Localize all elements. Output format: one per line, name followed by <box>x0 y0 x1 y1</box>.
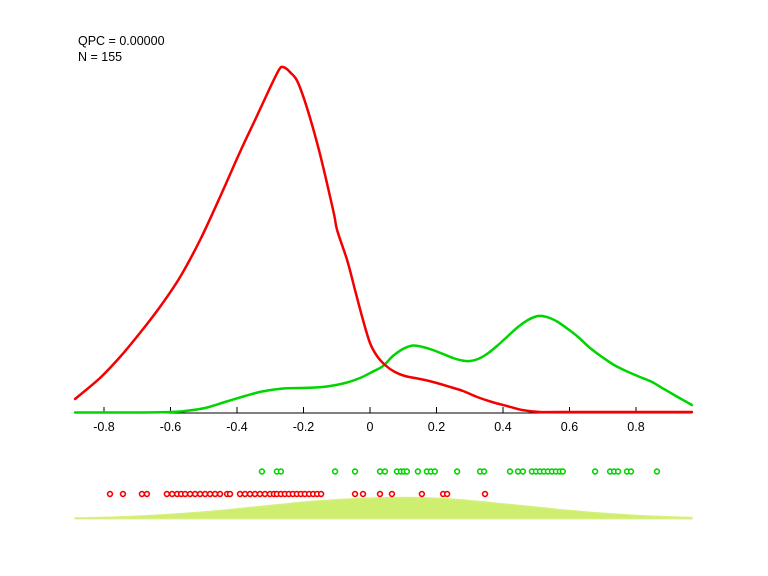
rug-dot-green <box>351 468 359 475</box>
rug-dot-green <box>381 468 389 475</box>
rug-dot-red <box>246 490 254 498</box>
x-tick-label: 0.6 <box>561 420 578 434</box>
rug-dot-green <box>414 468 422 475</box>
rug-dot-red <box>359 490 367 498</box>
rug-dot-green <box>519 468 527 475</box>
x-tick-label: 0.8 <box>627 420 644 434</box>
x-tick-label: -0.6 <box>160 420 182 434</box>
rug-dot-red <box>181 490 189 498</box>
rug-dot-red <box>241 490 249 498</box>
x-tick-label: 0.4 <box>494 420 511 434</box>
combined-density-fill <box>74 496 693 520</box>
rug-dot-green <box>431 468 439 475</box>
rug-dot-green <box>277 468 285 475</box>
rug-dot-red <box>211 490 219 498</box>
rug-dot-green <box>506 468 514 475</box>
rug-dot-green <box>559 468 567 475</box>
rug-dot-red <box>351 490 359 498</box>
x-tick-label: 0.2 <box>428 420 445 434</box>
rug-dot-red <box>138 490 146 498</box>
rug-dot-red <box>106 490 114 498</box>
x-tick-label: -0.2 <box>293 420 315 434</box>
rug-dot-red <box>236 490 244 498</box>
rug-dot-green <box>627 468 635 475</box>
rug-dot-red <box>143 490 151 498</box>
red-kde-curve <box>73 65 694 414</box>
rug-dot-green <box>614 468 622 475</box>
rug-dot-red <box>201 490 209 498</box>
rug-dot-red <box>251 490 259 498</box>
rug-dot-red <box>256 490 264 498</box>
rug-dot-red <box>186 490 194 498</box>
x-tick-label: -0.4 <box>226 420 248 434</box>
rug-dot-red <box>376 490 384 498</box>
rug-dot-green <box>653 468 661 475</box>
rug-dot-green <box>591 468 599 475</box>
rug-dot-red <box>163 490 171 498</box>
rug-dot-red <box>119 490 127 498</box>
x-tick-label: -0.8 <box>93 420 115 434</box>
rug-dot-red <box>191 490 199 498</box>
rug-dot-red <box>418 490 426 498</box>
rug-dot-green <box>480 468 488 475</box>
rug-dot-red <box>261 490 269 498</box>
rug-dot-green <box>331 468 339 475</box>
green-kde-curve <box>73 314 694 414</box>
rug-dot-green <box>376 468 384 475</box>
rug-dot-green <box>514 468 522 475</box>
rug-dot-red <box>196 490 204 498</box>
rug-dot-red <box>206 490 214 498</box>
rug-dot-green <box>258 468 266 475</box>
rug-dot-red <box>226 490 234 498</box>
n-annotation: N = 155 <box>78 50 123 64</box>
rug-dot-red <box>481 490 489 498</box>
rug-dot-green <box>403 468 411 475</box>
x-tick-label: 0 <box>367 420 374 434</box>
rug-dot-red <box>443 490 451 498</box>
rug-dot-red <box>388 490 396 498</box>
rug-dot-red <box>317 490 325 498</box>
qpc-annotation: QPC = 0.00000 <box>78 34 165 48</box>
rug-dot-red <box>168 490 176 498</box>
rug-dot-green <box>453 468 461 475</box>
rug-dot-red <box>216 490 224 498</box>
